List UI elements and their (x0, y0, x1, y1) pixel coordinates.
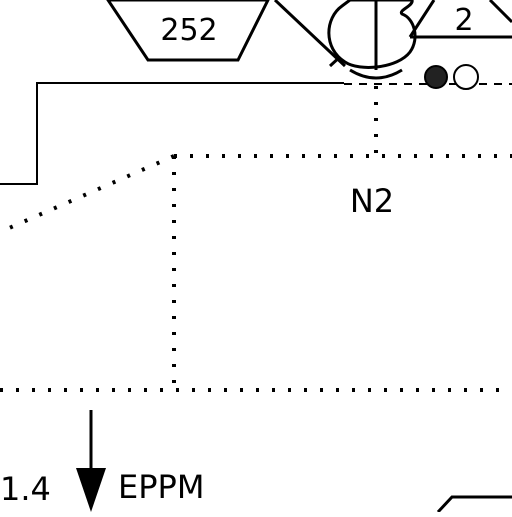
zone-label: N2 (350, 182, 394, 220)
pipe-line-solid (0, 82, 344, 185)
right-box-outline (408, 0, 512, 39)
valve-blob-shape[interactable] (327, 0, 417, 69)
rate-unit: EPPM (118, 468, 204, 506)
flow-arrow-head (76, 468, 106, 512)
right-box-label: 2 (454, 3, 473, 38)
partial-shape-bottom-right (436, 495, 512, 514)
hexagon-node[interactable] (106, 0, 270, 62)
valve-seat (349, 68, 403, 80)
valve-diagonal-left (273, 0, 347, 68)
rate-value: 1.4 (0, 470, 51, 508)
zone-boundary-diagonal (0, 154, 175, 234)
light-node-icon[interactable] (453, 64, 479, 90)
dark-node-icon[interactable] (424, 65, 448, 89)
hexagon-label: 252 (160, 13, 217, 48)
